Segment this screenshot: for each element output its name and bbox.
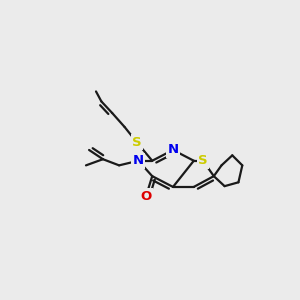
Text: S: S <box>132 136 142 149</box>
Text: O: O <box>140 190 152 203</box>
Text: S: S <box>198 154 208 167</box>
Text: N: N <box>167 143 178 157</box>
Text: N: N <box>133 154 144 167</box>
